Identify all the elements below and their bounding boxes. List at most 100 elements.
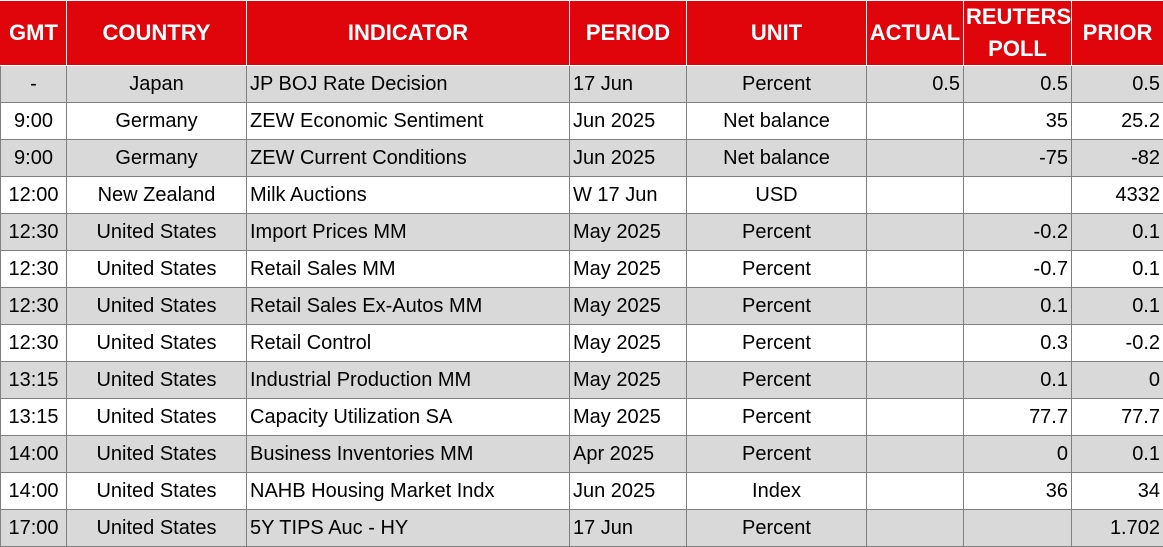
prior-cell: 34 [1072,473,1163,510]
prior-cell: 25.2 [1072,103,1163,140]
header-country: COUNTRY [67,1,247,66]
prior-cell: 0.1 [1072,288,1163,325]
indicator-cell: Retail Sales MM [247,251,570,288]
gmt-cell: 13:15 [1,362,67,399]
gmt-cell: 13:15 [1,399,67,436]
reuters-poll-cell: 0.5 [964,66,1072,103]
unit-cell: Net balance [687,140,867,177]
indicator-cell: 5Y TIPS Auc - HY [247,510,570,547]
prior-cell: 0 [1072,362,1163,399]
prior-cell: 0.1 [1072,436,1163,473]
reuters-poll-cell: -0.7 [964,251,1072,288]
period-cell: Jun 2025 [570,140,687,177]
prior-cell: 0.5 [1072,66,1163,103]
gmt-cell: 17:00 [1,510,67,547]
gmt-cell: 9:00 [1,140,67,177]
unit-cell: Percent [687,251,867,288]
country-cell: Germany [67,140,247,177]
country-cell: United States [67,214,247,251]
table-header: GMT COUNTRY INDICATOR PERIOD UNIT ACTUAL… [1,1,1163,66]
header-gmt: GMT [1,1,67,66]
actual-cell [867,103,964,140]
actual-cell [867,399,964,436]
reuters-poll-cell: 77.7 [964,399,1072,436]
country-cell: United States [67,288,247,325]
reuters-poll-cell: 0.1 [964,362,1072,399]
gmt-cell: 12:30 [1,325,67,362]
country-cell: United States [67,362,247,399]
prior-cell: 77.7 [1072,399,1163,436]
period-cell: May 2025 [570,251,687,288]
actual-cell [867,214,964,251]
country-cell: United States [67,251,247,288]
indicator-cell: Milk Auctions [247,177,570,214]
unit-cell: Percent [687,288,867,325]
reuters-poll-cell [964,510,1072,547]
gmt-cell: - [1,66,67,103]
indicator-cell: NAHB Housing Market Indx [247,473,570,510]
indicator-cell: Business Inventories MM [247,436,570,473]
gmt-cell: 14:00 [1,436,67,473]
country-cell: United States [67,473,247,510]
country-cell: Japan [67,66,247,103]
period-cell: May 2025 [570,325,687,362]
reuters-poll-cell: 0.1 [964,288,1072,325]
country-cell: United States [67,399,247,436]
reuters-poll-cell: 0 [964,436,1072,473]
prior-cell: 0.1 [1072,214,1163,251]
unit-cell: USD [687,177,867,214]
actual-cell: 0.5 [867,66,964,103]
period-cell: May 2025 [570,399,687,436]
unit-cell: Percent [687,362,867,399]
header-period: PERIOD [570,1,687,66]
indicator-cell: Capacity Utilization SA [247,399,570,436]
header-actual: ACTUAL [867,1,964,66]
prior-cell: -0.2 [1072,325,1163,362]
unit-cell: Percent [687,436,867,473]
gmt-cell: 12:30 [1,214,67,251]
unit-cell: Index [687,473,867,510]
actual-cell [867,510,964,547]
prior-cell: 4332 [1072,177,1163,214]
period-cell: Apr 2025 [570,436,687,473]
country-cell: New Zealand [67,177,247,214]
period-cell: May 2025 [570,362,687,399]
country-cell: United States [67,510,247,547]
gmt-cell: 14:00 [1,473,67,510]
indicator-cell: Retail Sales Ex-Autos MM [247,288,570,325]
unit-cell: Percent [687,66,867,103]
unit-cell: Percent [687,399,867,436]
period-cell: 17 Jun [570,66,687,103]
reuters-poll-cell: -75 [964,140,1072,177]
indicator-cell: ZEW Current Conditions [247,140,570,177]
prior-cell: 0.1 [1072,251,1163,288]
unit-cell: Percent [687,325,867,362]
reuters-poll-cell: 36 [964,473,1072,510]
period-cell: May 2025 [570,214,687,251]
indicator-cell: ZEW Economic Sentiment [247,103,570,140]
indicator-cell: Import Prices MM [247,214,570,251]
period-cell: Jun 2025 [570,103,687,140]
header-unit: UNIT [687,1,867,66]
header-indicator: INDICATOR [247,1,570,66]
unit-cell: Net balance [687,103,867,140]
indicator-cell: Industrial Production MM [247,362,570,399]
header-reuters-poll: REUTERS POLL [964,1,1072,66]
actual-cell [867,362,964,399]
unit-cell: Percent [687,214,867,251]
period-cell: 17 Jun [570,510,687,547]
country-cell: United States [67,436,247,473]
period-cell: Jun 2025 [570,473,687,510]
actual-cell [867,325,964,362]
